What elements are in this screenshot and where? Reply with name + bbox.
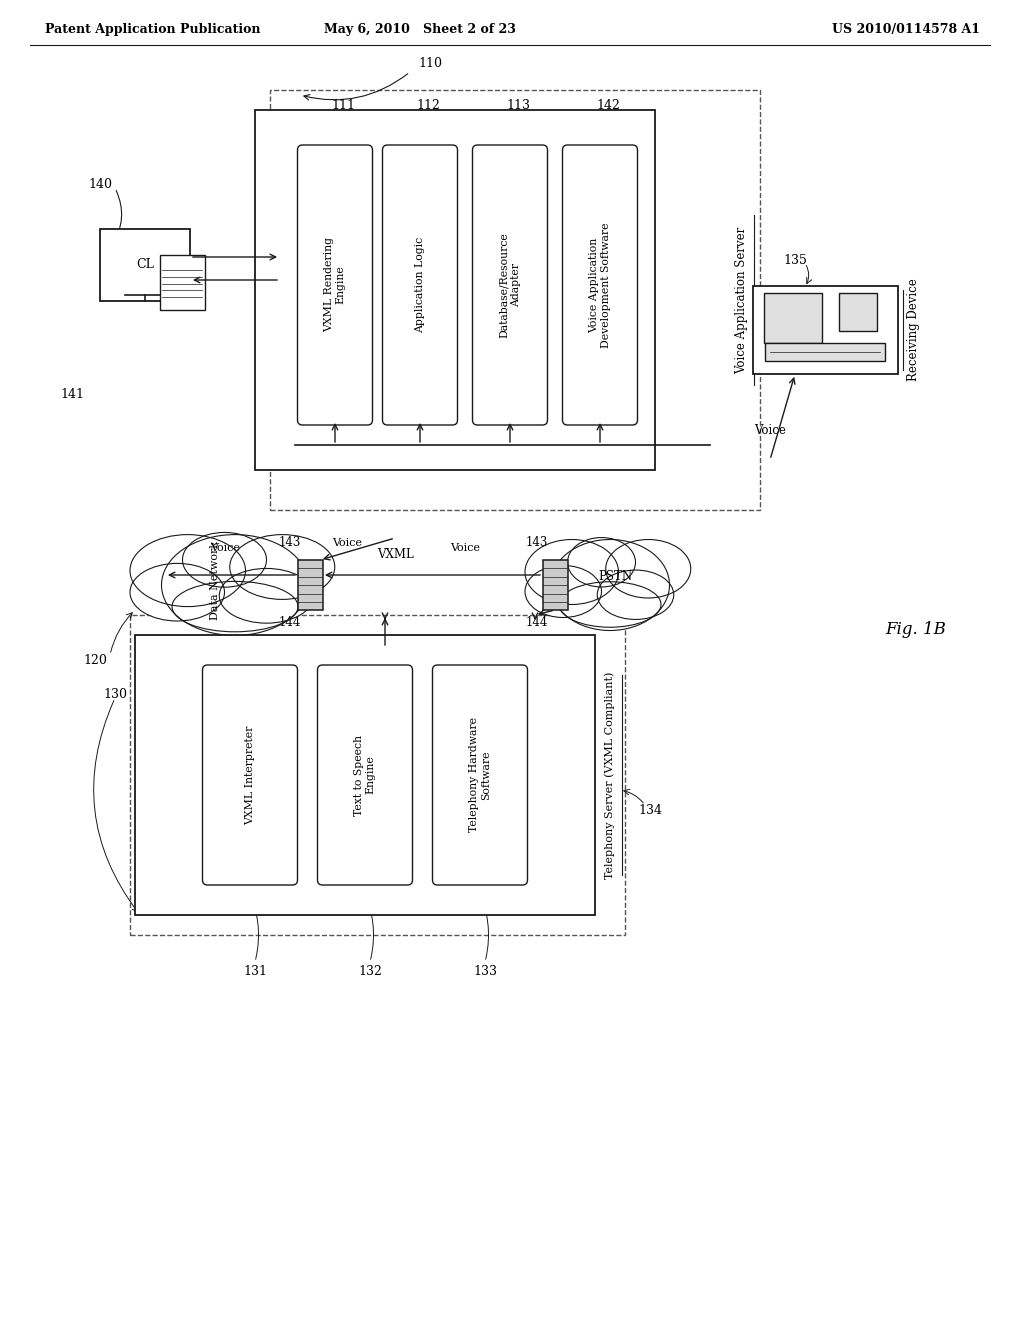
Text: 140: 140 (88, 178, 112, 191)
Text: 110: 110 (418, 57, 442, 70)
Text: Patent Application Publication: Patent Application Publication (45, 24, 260, 37)
Text: 131: 131 (243, 965, 267, 978)
Bar (839, 293, 877, 331)
Text: CL: CL (136, 259, 154, 272)
FancyBboxPatch shape (203, 665, 298, 884)
Bar (543, 560, 567, 610)
Text: PSTN: PSTN (598, 570, 632, 583)
Bar (270, 90, 760, 510)
Ellipse shape (567, 537, 636, 587)
Ellipse shape (551, 540, 670, 631)
Ellipse shape (219, 569, 313, 623)
FancyBboxPatch shape (383, 145, 458, 425)
Bar (130, 615, 625, 935)
Text: 143: 143 (525, 536, 548, 549)
Text: 144: 144 (525, 616, 548, 630)
Text: 141: 141 (60, 388, 84, 401)
Text: Database/Resource
Adapter: Database/Resource Adapter (499, 232, 521, 338)
Text: Voice: Voice (450, 543, 480, 553)
Text: VXML: VXML (367, 659, 403, 672)
Text: 134: 134 (638, 804, 662, 817)
Bar (135, 635, 595, 915)
Bar (765, 343, 885, 360)
Bar (100, 228, 190, 301)
Text: Application Logic: Application Logic (415, 236, 425, 333)
Ellipse shape (525, 540, 618, 605)
Text: 142: 142 (596, 99, 620, 112)
Ellipse shape (606, 540, 691, 598)
Ellipse shape (162, 535, 308, 635)
Text: Receiving Device: Receiving Device (906, 279, 920, 381)
Text: Voice: Voice (210, 543, 240, 553)
Text: Text to Speech
Engine: Text to Speech Engine (354, 734, 376, 816)
Text: Voice: Voice (754, 424, 786, 437)
Text: May 6, 2010   Sheet 2 of 23: May 6, 2010 Sheet 2 of 23 (324, 24, 516, 37)
FancyBboxPatch shape (472, 145, 548, 425)
FancyBboxPatch shape (432, 665, 527, 884)
Text: Voice: Voice (519, 659, 551, 672)
Ellipse shape (130, 535, 246, 607)
Text: 132: 132 (358, 965, 382, 978)
FancyBboxPatch shape (562, 145, 638, 425)
Text: US 2010/0114578 A1: US 2010/0114578 A1 (833, 24, 980, 37)
Text: Voice Application Server: Voice Application Server (735, 226, 749, 374)
Text: 144: 144 (279, 616, 301, 630)
Ellipse shape (130, 564, 224, 620)
Text: Voice Application
Development Software: Voice Application Development Software (589, 222, 610, 347)
Ellipse shape (229, 535, 335, 599)
Text: 111: 111 (331, 99, 355, 112)
Ellipse shape (597, 570, 674, 619)
Bar (753, 286, 897, 374)
Text: 113: 113 (506, 99, 530, 112)
Text: VXML Interpreter: VXML Interpreter (245, 725, 255, 825)
Text: Telephony Server (VXML Compliant): Telephony Server (VXML Compliant) (605, 672, 615, 879)
Bar (298, 560, 323, 610)
Text: VXML: VXML (377, 549, 414, 561)
Ellipse shape (525, 565, 601, 618)
Text: Fig. 1B: Fig. 1B (885, 622, 946, 639)
FancyBboxPatch shape (298, 145, 373, 425)
Text: 112: 112 (416, 99, 440, 112)
Bar (255, 110, 655, 470)
Bar (160, 255, 205, 309)
Text: Data Network: Data Network (210, 540, 220, 619)
Text: 135: 135 (783, 253, 807, 267)
Text: 120: 120 (83, 653, 106, 667)
Text: Telephony Hardware
Software: Telephony Hardware Software (469, 718, 490, 833)
Text: VXML Rendering
Engine: VXML Rendering Engine (325, 238, 346, 333)
FancyBboxPatch shape (317, 665, 413, 884)
Ellipse shape (182, 532, 266, 587)
Text: 130: 130 (103, 689, 127, 701)
Ellipse shape (172, 581, 298, 632)
Text: 133: 133 (473, 965, 497, 978)
Bar (764, 293, 822, 343)
Text: Voice: Voice (332, 539, 362, 548)
Text: 143: 143 (279, 536, 301, 549)
Ellipse shape (559, 582, 662, 627)
